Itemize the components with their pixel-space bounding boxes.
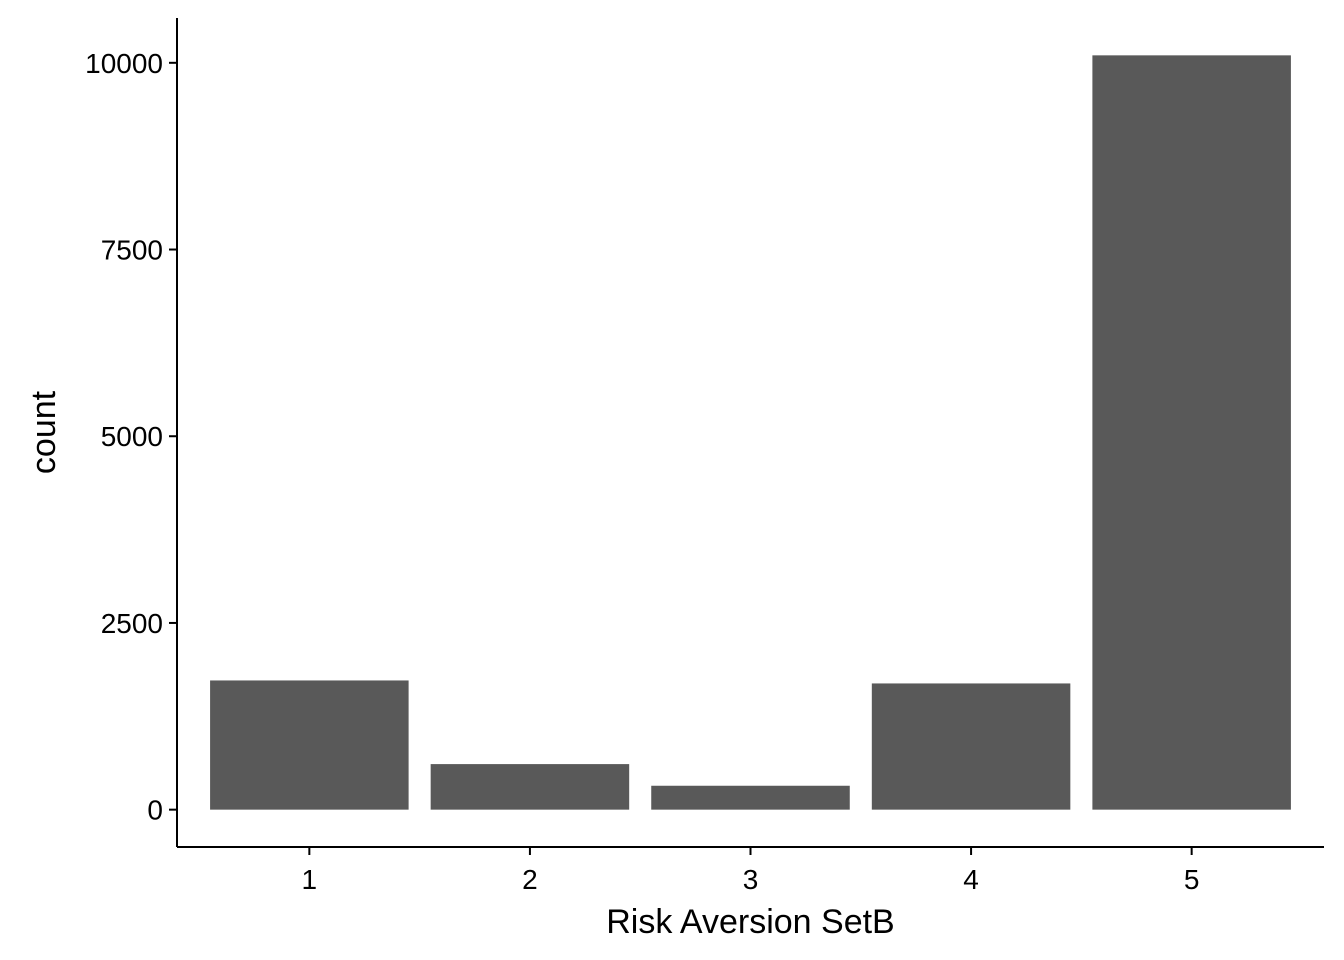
bar-5 [1092,55,1291,810]
y-tick-label: 7500 [101,235,163,266]
bar-2 [430,764,630,810]
x-tick-label: 1 [302,864,318,895]
y-axis-title: count [25,390,63,474]
x-tick-label: 2 [522,864,538,895]
x-tick-label: 5 [1184,864,1200,895]
y-tick-label: 10000 [85,48,163,79]
x-tick-label: 4 [963,864,979,895]
x-tick-label: 3 [743,864,759,895]
x-axis-title: Risk Aversion SetB [606,903,895,941]
y-tick-label: 2500 [101,608,163,639]
bar-3 [651,785,850,810]
bar-4 [871,683,1071,810]
bars-group [210,55,1291,810]
y-tick-label: 5000 [101,421,163,452]
bar-1 [210,680,409,810]
y-axis-ticks: 0 2500 5000 7500 10000 [85,48,177,826]
y-tick-label: 0 [147,795,163,826]
x-axis-ticks: 1 2 3 4 5 [302,847,1200,895]
